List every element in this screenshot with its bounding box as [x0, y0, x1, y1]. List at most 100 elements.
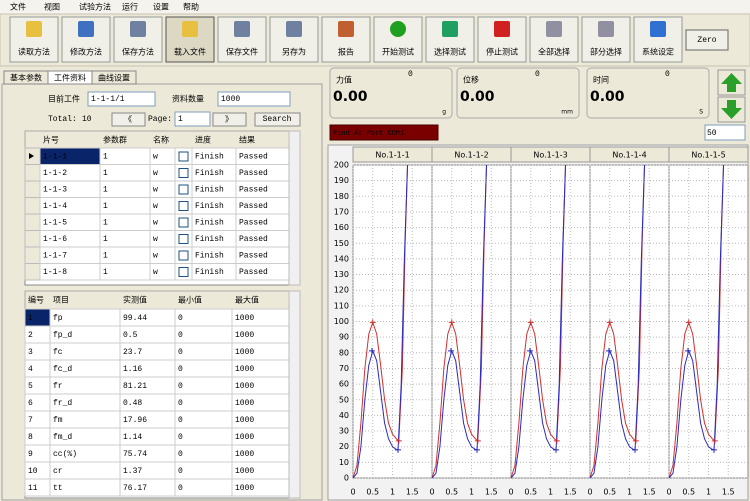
input[interactable] — [174, 111, 211, 127]
cell-text: 1 — [103, 219, 108, 228]
row-pointer — [29, 153, 34, 159]
cell[interactable] — [174, 427, 233, 446]
cell-text: w — [153, 186, 158, 195]
cell-text: 1000 — [235, 450, 254, 459]
cell[interactable] — [174, 308, 233, 327]
y-tick-label: 70 — [339, 364, 349, 373]
cell-text: Finish — [195, 202, 224, 211]
chart-title: No.1-1-2 — [454, 151, 488, 160]
checkbox[interactable] — [178, 151, 189, 162]
checkbox[interactable] — [178, 168, 189, 178]
x-tick-label: 1.5 — [406, 488, 419, 497]
x-tick-label: 1.5 — [643, 488, 656, 497]
cell[interactable] — [174, 342, 233, 361]
y-tick-label: 150 — [334, 239, 349, 248]
marker — [711, 446, 718, 453]
zero-button[interactable] — [685, 29, 729, 51]
curve — [352, 164, 409, 479]
menu-item[interactable]: 运行 — [122, 2, 138, 12]
scrollbar[interactable] — [288, 290, 301, 499]
tab-label: 曲线设置 — [98, 73, 130, 83]
input[interactable] — [87, 91, 156, 107]
row-indicator — [24, 164, 41, 182]
cell-text: 1-1-8 — [43, 268, 67, 277]
cell-text: 6 — [28, 399, 33, 408]
toolbar-button[interactable] — [321, 16, 371, 63]
cell[interactable] — [174, 359, 233, 378]
tab[interactable] — [91, 70, 137, 85]
checkbox[interactable] — [178, 217, 189, 228]
cell-text: 8 — [28, 433, 33, 442]
cell[interactable] — [174, 325, 233, 344]
x-tick-label: 0.5 — [603, 488, 616, 497]
cell-text: Passed — [239, 153, 268, 162]
display-corner: 0 — [665, 70, 670, 79]
menu-item[interactable]: 帮助 — [183, 2, 199, 12]
spinner[interactable] — [704, 124, 746, 141]
scrollbar[interactable] — [288, 130, 301, 286]
x-tick-label: 0.5 — [524, 488, 537, 497]
cell-text: 0 — [178, 416, 183, 425]
y-tick-label: 20 — [339, 442, 349, 451]
chart-title: No.1-1-1 — [375, 151, 409, 160]
cell[interactable] — [174, 376, 233, 395]
menu-item[interactable]: 设置 — [153, 2, 169, 12]
cell-text: 1-1-7 — [43, 252, 67, 261]
menu-item[interactable]: 视图 — [44, 2, 60, 12]
toolbar-label: 载入文件 — [174, 47, 206, 57]
button-label: 《 — [124, 115, 132, 124]
down-arrow — [721, 100, 742, 119]
checkbox[interactable] — [178, 267, 189, 277]
cell-text: w — [153, 219, 158, 228]
button[interactable] — [111, 112, 146, 127]
cell-text: 17.96 — [123, 416, 147, 425]
label: 资料数量 — [172, 94, 204, 104]
column-header: 最小值 — [178, 295, 202, 305]
x-tick-label: 1 — [548, 488, 553, 497]
cell[interactable] — [174, 410, 233, 429]
cell-text: 1-1-5 — [43, 219, 67, 228]
menu-item[interactable]: 文件 — [10, 2, 26, 12]
cell[interactable] — [174, 461, 233, 480]
checkbox[interactable] — [178, 250, 189, 261]
row-indicator — [24, 230, 41, 248]
row-indicator — [24, 246, 41, 264]
cell-text: tt — [53, 484, 63, 493]
y-tick-label: 100 — [334, 317, 349, 326]
marker — [632, 437, 639, 444]
cell[interactable] — [174, 444, 233, 463]
menu-item[interactable]: 试验方法 — [79, 2, 111, 12]
toolbar-label: 修改方法 — [70, 47, 102, 57]
cell[interactable] — [174, 478, 233, 497]
marker — [632, 446, 639, 453]
marker — [369, 319, 376, 326]
label: Page: — [148, 115, 172, 124]
display-label: 力值 — [336, 75, 352, 85]
cell-text: Finish — [195, 235, 224, 244]
cell-text: 1000 — [235, 382, 254, 391]
display-box — [329, 67, 453, 119]
cell-text: Passed — [239, 186, 268, 195]
marker — [448, 319, 455, 326]
marker — [395, 437, 402, 444]
column-header: 参数群 — [103, 135, 127, 145]
column-header: 最大值 — [235, 295, 259, 305]
button[interactable] — [254, 112, 301, 127]
cell-text: fm — [53, 416, 63, 425]
cell-text: 11 — [28, 484, 38, 493]
toolbar-icon — [442, 21, 458, 37]
cell[interactable] — [174, 393, 233, 412]
x-tick-label: 0 — [508, 488, 513, 497]
cell-text: fp — [53, 314, 63, 323]
checkbox[interactable] — [178, 184, 189, 195]
cell-text: Finish — [195, 268, 224, 277]
checkbox[interactable] — [178, 234, 189, 244]
x-tick-label: 0 — [587, 488, 592, 497]
checkbox[interactable] — [178, 201, 189, 211]
button[interactable] — [212, 112, 247, 127]
y-tick-label: 50 — [339, 395, 349, 404]
zero-label: Zero — [697, 36, 716, 45]
toolbar-label: 读取方法 — [18, 47, 50, 57]
status-text: Find At Port COM1 — [333, 130, 404, 138]
input[interactable] — [217, 91, 291, 107]
